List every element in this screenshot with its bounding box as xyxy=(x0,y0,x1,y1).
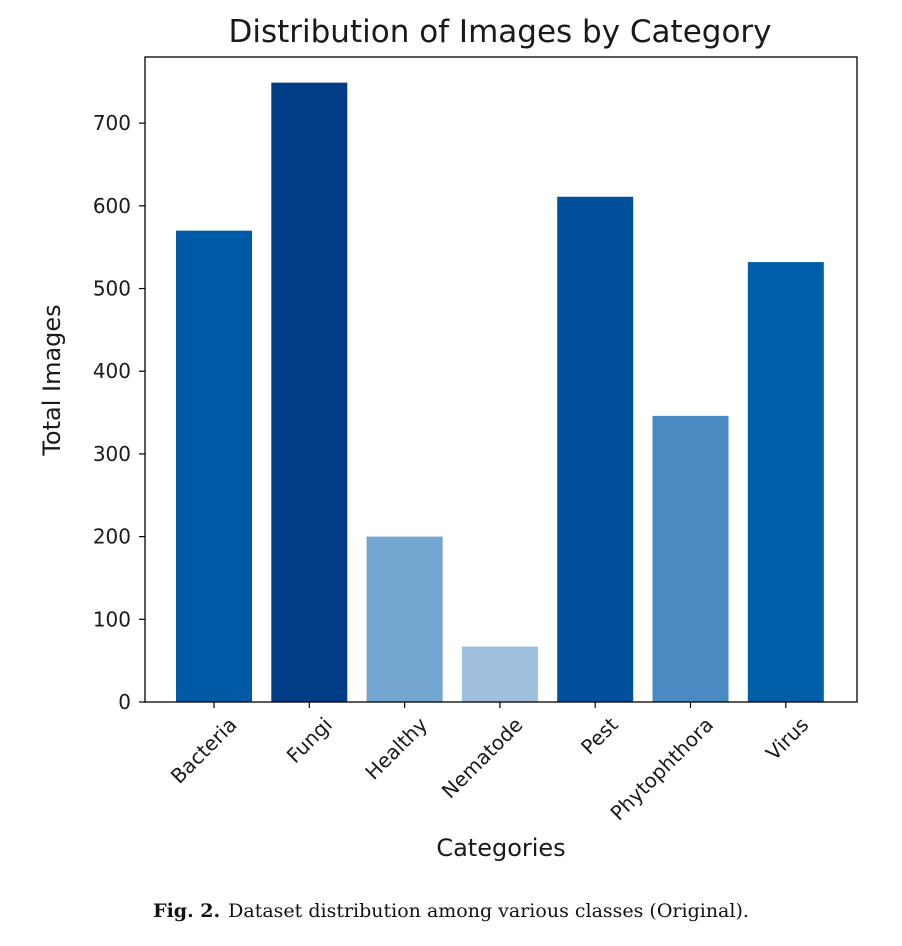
x-axis-ticks: Bacteria Fungi Healthy Nematode PestPhytopht… xyxy=(166,702,813,825)
x-tick-label: Pest xyxy=(576,712,623,759)
x-tick-label: Fungi xyxy=(282,713,337,768)
y-tick-label: 700 xyxy=(93,111,131,135)
x-tick-label: Bacteria xyxy=(166,713,242,789)
chart-title: Distribution of Images by Category xyxy=(228,14,771,50)
bar-pest xyxy=(557,196,634,702)
bar-bacteria xyxy=(176,230,252,702)
bars-group xyxy=(176,82,824,702)
y-tick-label: 200 xyxy=(93,525,131,549)
y-axis-ticks: 0 100 200 300 400 500 600 700 xyxy=(93,111,145,714)
x-tick-label: Nematode xyxy=(437,713,528,804)
y-tick-label: 100 xyxy=(93,607,131,631)
bar-chart: Distribution of Images by Category 0 100 2… xyxy=(38,14,858,862)
bar-phytophthora xyxy=(652,415,729,702)
y-tick-label: 400 xyxy=(93,359,131,383)
y-tick-label: 600 xyxy=(93,194,131,218)
bar-fungi xyxy=(271,82,348,702)
plot-frame xyxy=(144,56,858,703)
caption-label: Fig. 2. xyxy=(153,900,221,922)
y-tick-label: 300 xyxy=(93,442,131,466)
bar-nematode xyxy=(461,646,538,702)
x-tick-label: Healthy xyxy=(360,712,432,784)
bar-healthy xyxy=(366,536,443,702)
figure-caption: Fig. 2. Dataset distribution among variou… xyxy=(0,900,902,922)
bar-virus xyxy=(747,262,824,702)
y-tick-label: 500 xyxy=(93,277,131,301)
caption-text: Dataset distribution among various class… xyxy=(228,900,749,922)
y-tick-label: 0 xyxy=(118,690,131,714)
y-axis-label: Total Images xyxy=(38,304,66,456)
x-axis-label: Categories xyxy=(436,834,565,862)
x-tick-label: Virus xyxy=(761,713,813,765)
